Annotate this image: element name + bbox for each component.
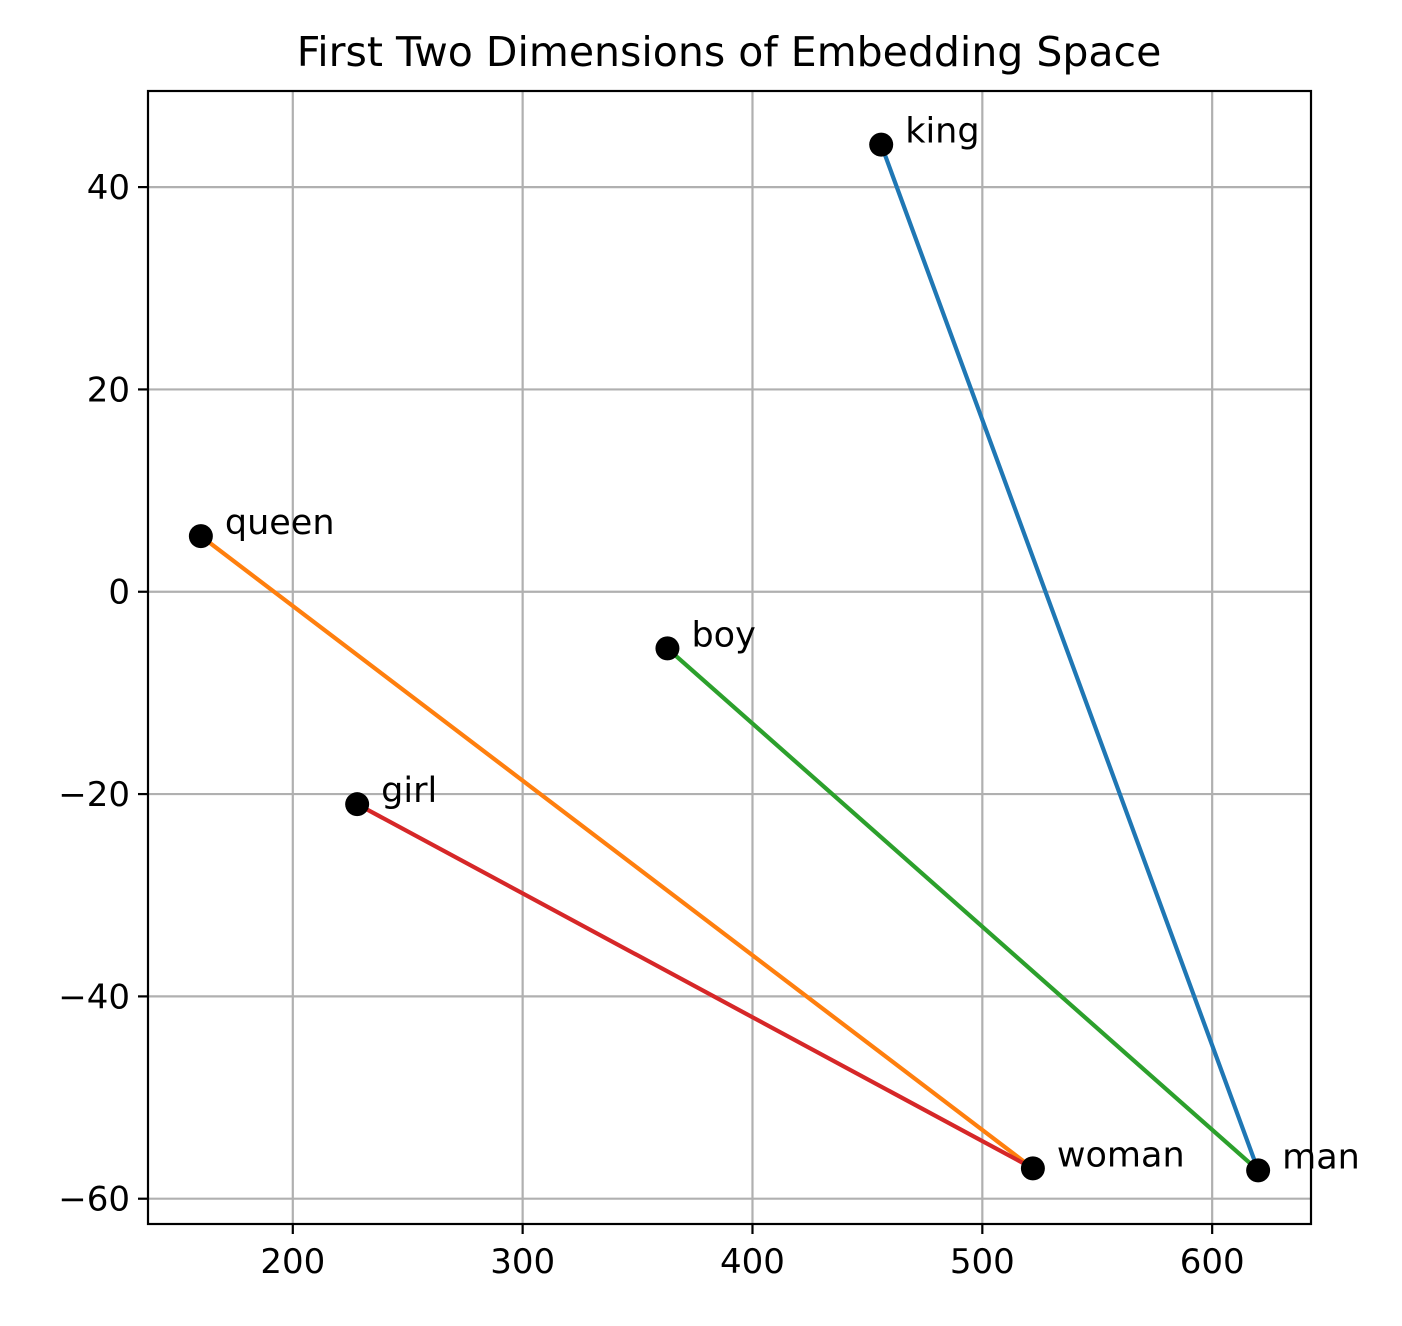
point-label-boy: boy xyxy=(691,615,755,655)
point-boy xyxy=(655,636,680,661)
plot-frame xyxy=(146,89,1313,1226)
grid xyxy=(148,91,1311,1224)
line-queen-woman xyxy=(197,533,1036,1172)
data-points xyxy=(188,132,1271,1183)
point-man xyxy=(1246,1158,1271,1183)
y-tick-label: −20 xyxy=(58,775,130,815)
x-tick-label: 500 xyxy=(950,1242,1015,1282)
point-label-man: man xyxy=(1282,1137,1360,1177)
point-king xyxy=(869,132,894,157)
line-boy-man xyxy=(664,645,1262,1174)
y-tick-label: 40 xyxy=(87,168,130,208)
point-label-king: king xyxy=(905,112,979,152)
point-labels: king queen boy girl woman man xyxy=(225,112,1360,1178)
chart-title: First Two Dimensions of Embedding Space xyxy=(297,28,1162,76)
point-woman xyxy=(1020,1156,1045,1181)
point-label-woman: woman xyxy=(1057,1135,1185,1175)
point-label-queen: queen xyxy=(225,503,335,543)
line-girl-woman xyxy=(354,801,1036,1172)
connector-lines xyxy=(197,141,1262,1174)
x-tick-label: 400 xyxy=(720,1242,785,1282)
x-tick-label: 200 xyxy=(260,1242,325,1282)
x-tick-label: 600 xyxy=(1180,1242,1245,1282)
y-tick-label: −60 xyxy=(58,1180,130,1220)
point-girl xyxy=(345,792,370,817)
line-king-man xyxy=(878,141,1261,1174)
x-tick-label: 300 xyxy=(490,1242,555,1282)
y-tick-label: 0 xyxy=(108,573,130,613)
y-tick-label: −40 xyxy=(58,977,130,1017)
point-queen xyxy=(188,524,213,549)
y-tick-label: 20 xyxy=(87,370,130,410)
point-label-girl: girl xyxy=(381,771,437,811)
